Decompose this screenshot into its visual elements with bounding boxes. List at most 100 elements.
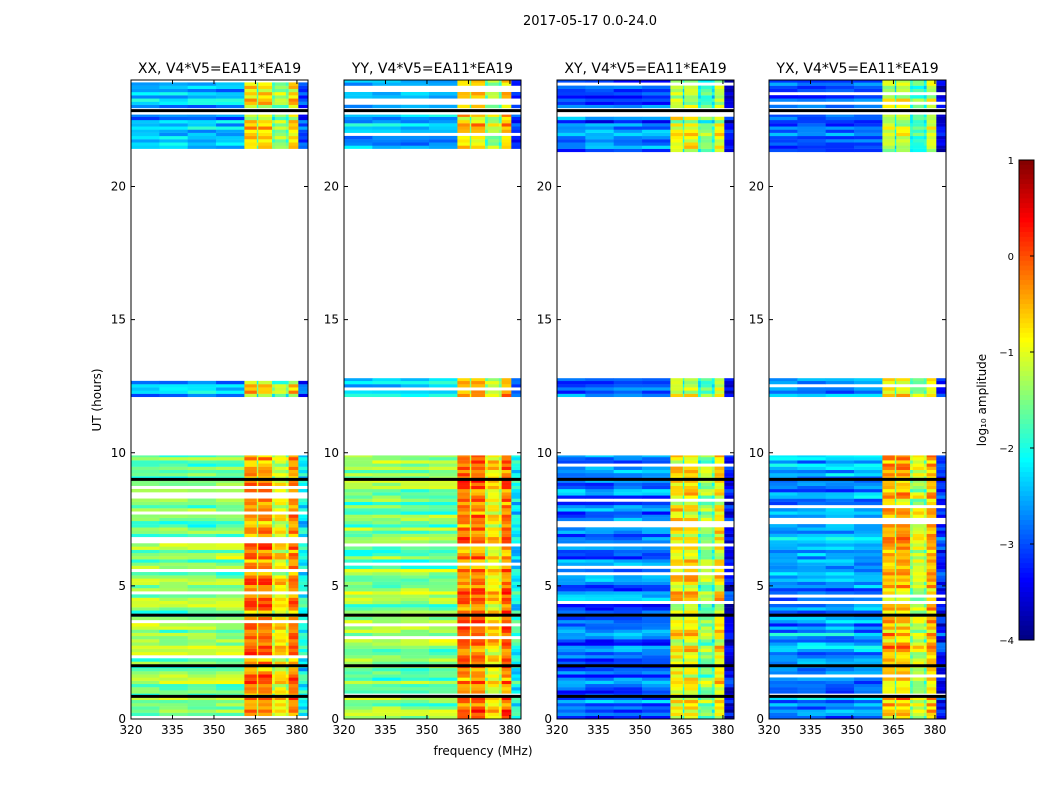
heatmap-cell <box>825 588 855 592</box>
heatmap-cell <box>936 533 947 538</box>
heatmap-cell <box>471 709 486 713</box>
heatmap-cell <box>344 584 373 589</box>
heatmap-cell <box>923 142 927 146</box>
heatmap-cell <box>910 588 914 592</box>
heatmap-cell <box>159 114 188 117</box>
heatmap-cell <box>769 492 798 496</box>
heatmap-cell <box>769 568 798 573</box>
heatmap-cell <box>485 680 489 685</box>
heatmap-cell <box>429 393 458 398</box>
heatmap-cell <box>642 91 671 96</box>
heatmap-cell <box>501 645 512 649</box>
heatmap-cell <box>926 508 937 512</box>
heatmap-cell <box>372 600 401 605</box>
heatmap-cell <box>642 655 671 659</box>
heatmap-cell <box>698 536 702 541</box>
heatmap-cell <box>429 610 458 614</box>
heatmap-cell <box>854 616 883 621</box>
heatmap-cell <box>288 533 299 538</box>
heatmap-cell <box>216 648 245 653</box>
heatmap-cell <box>256 101 259 105</box>
heatmap-cell <box>724 655 735 659</box>
heatmap-cell <box>923 469 927 474</box>
heatmap-cell <box>670 501 684 506</box>
heatmap-cell <box>825 559 855 563</box>
heatmap-cell <box>585 482 614 486</box>
heatmap-cell <box>487 696 500 701</box>
heatmap-cell <box>896 562 911 566</box>
heatmap-cell <box>501 466 512 470</box>
heatmap-cell <box>288 603 299 608</box>
heatmap-cell <box>471 142 486 146</box>
heatmap-cell <box>613 91 643 96</box>
heatmap-cell <box>256 696 259 701</box>
heatmap-cell <box>400 696 430 701</box>
heatmap-cell <box>469 91 472 96</box>
heatmap-cell <box>285 588 289 592</box>
axes-frame <box>556 79 735 720</box>
heatmap-cell <box>854 511 883 515</box>
heatmap-cell <box>469 581 472 586</box>
heatmap-cell <box>159 98 188 102</box>
heatmap-cell <box>684 715 699 720</box>
heatmap-cell <box>910 132 914 137</box>
heatmap-cell <box>714 635 725 640</box>
heatmap-cell <box>285 581 289 586</box>
heatmap-cell <box>501 626 512 630</box>
heatmap-cell <box>216 578 245 582</box>
heatmap-cell <box>501 572 512 576</box>
colorbar-segment <box>1019 424 1034 430</box>
heatmap-cell <box>400 594 430 598</box>
heatmap-cell <box>926 706 937 710</box>
heatmap-cell <box>912 642 925 646</box>
colorbar-segment <box>1019 318 1034 324</box>
heatmap-cell <box>711 492 715 496</box>
heatmap-cell <box>487 578 500 582</box>
heatmap-cell <box>698 472 702 477</box>
heatmap-cell <box>400 384 430 388</box>
heatmap-cell <box>187 552 217 557</box>
heatmap-cell <box>501 457 512 461</box>
heatmap-cell <box>429 123 458 127</box>
heatmap-cell <box>724 129 735 133</box>
heatmap-cell <box>216 501 245 506</box>
heatmap-cell <box>285 651 289 656</box>
heatmap-cell <box>912 667 925 672</box>
heatmap-cell <box>469 511 472 515</box>
heatmap-cell <box>298 645 309 649</box>
heatmap-cell <box>670 460 684 464</box>
heatmap-cell <box>501 504 512 509</box>
heatmap-cell <box>724 642 735 646</box>
heatmap-cell <box>642 674 671 678</box>
heatmap-cell <box>825 479 855 483</box>
heatmap-cell <box>825 543 855 547</box>
heatmap-cell <box>700 642 713 646</box>
heatmap-cell <box>854 536 883 541</box>
heatmap-cell <box>912 85 925 89</box>
heatmap-cell <box>769 142 798 146</box>
heatmap-cell <box>131 712 160 717</box>
heatmap-cell <box>469 95 472 99</box>
heatmap-cell <box>714 116 725 121</box>
heatmap-cell <box>711 517 715 522</box>
heatmap-cell <box>825 639 855 643</box>
heatmap-cell <box>485 139 489 143</box>
colorbar-segment <box>1019 510 1034 516</box>
heatmap-cell <box>159 104 188 109</box>
heatmap-cell <box>670 568 684 573</box>
heatmap-cell <box>700 623 713 627</box>
heatmap-cell <box>511 661 522 665</box>
heatmap-cell <box>825 575 855 579</box>
heatmap-cell <box>684 98 699 102</box>
heatmap-cell <box>613 142 643 146</box>
heatmap-cell <box>769 501 798 506</box>
heatmap-cell <box>797 492 826 496</box>
heatmap-cell <box>684 501 699 506</box>
heatmap-cell <box>244 607 258 611</box>
heatmap-cell <box>585 546 614 550</box>
heatmap-cell <box>670 706 684 710</box>
heatmap-cell <box>511 95 522 99</box>
heatmap-cell <box>682 674 685 678</box>
heatmap-cell <box>400 129 430 133</box>
heatmap-cell <box>936 479 947 483</box>
